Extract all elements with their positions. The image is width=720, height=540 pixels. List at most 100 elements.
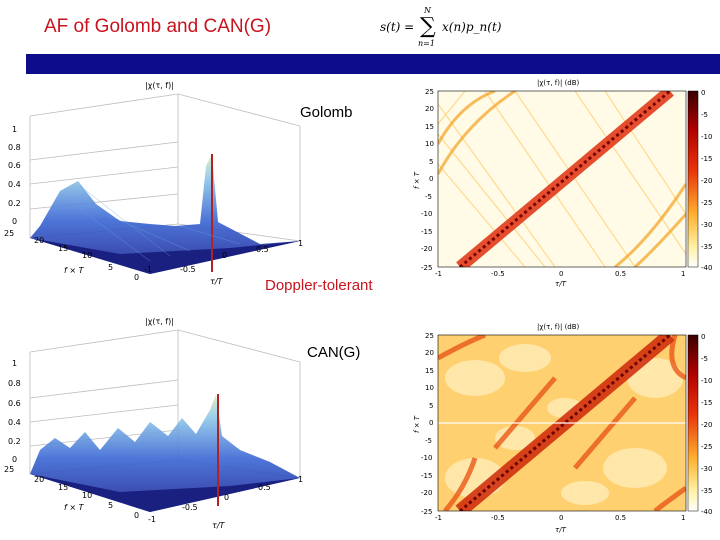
heatmap-fringes xyxy=(438,335,686,511)
z-tick: 0 xyxy=(12,217,17,226)
tau-tick: 0.5 xyxy=(256,245,269,254)
tau-tick: -1 xyxy=(144,265,152,274)
summation-symbol: ∑ xyxy=(420,14,436,39)
f-tick: 20 xyxy=(34,475,44,484)
heatmap-title: |χ(τ, f)| (dB) xyxy=(537,79,580,87)
z-tick: 0.2 xyxy=(8,199,21,208)
y-tick: 5 xyxy=(429,158,433,166)
colorbar-tick: 0 xyxy=(701,333,705,341)
colorbar-tick: -30 xyxy=(701,465,712,473)
x-axis-label: τ/T xyxy=(555,526,567,534)
golomb-label: Golomb xyxy=(300,104,353,121)
formula-sum-upper: N xyxy=(424,6,431,15)
y-tick: -10 xyxy=(421,210,432,218)
f-axis-label: f × T xyxy=(64,503,85,512)
colorbar-tick: -20 xyxy=(701,421,712,429)
tau-tick: 1 xyxy=(298,475,303,484)
can-heatmap-plot: |χ(τ, f)| (dB) 25 20 15 10 5 0 -5 -10 -1… xyxy=(413,323,712,534)
f-tick: 25 xyxy=(4,465,14,474)
colorbar-tick: -35 xyxy=(701,487,712,495)
x-tick: -0.5 xyxy=(491,270,505,278)
surface-title: |χ(τ, f)| xyxy=(145,317,174,326)
golomb-surface-plot: |χ(τ, f)| 1 0.8 0.6 0.4 0.2 0 25 20 15 1… xyxy=(4,81,303,286)
formula-sum-lower: n=1 xyxy=(418,39,435,48)
surface-ridges xyxy=(59,185,241,262)
f-tick: 10 xyxy=(82,251,92,260)
y-tick: -25 xyxy=(421,508,432,516)
colorbar-tick: -10 xyxy=(701,377,712,385)
z-tick: 0.6 xyxy=(8,161,21,170)
title-banner xyxy=(0,54,720,74)
golomb-heatmap-plot: |χ(τ, f)| (dB) 25 20 15 10 5 0 -5 -10 -1… xyxy=(413,79,712,288)
f-axis-label: f × T xyxy=(64,266,85,275)
y-tick: -20 xyxy=(421,245,432,253)
colorbar-tick: -5 xyxy=(701,355,708,363)
colorbar-tick: 0 xyxy=(701,89,705,97)
heatmap-fringes xyxy=(438,91,686,267)
y-tick: 20 xyxy=(425,105,434,113)
y-tick: 15 xyxy=(425,367,434,375)
x-tick: 1 xyxy=(681,270,685,278)
x-tick: 0.5 xyxy=(615,270,626,278)
y-tick: -25 xyxy=(421,264,432,272)
surface-floor xyxy=(30,238,300,274)
colorbar xyxy=(687,90,699,268)
surface-mesh xyxy=(30,394,300,512)
surface-mesh xyxy=(30,154,300,274)
y-tick: 10 xyxy=(425,384,434,392)
signal-formula: s(t) = N ∑ n=1 x(n)p_n(t) xyxy=(380,6,502,50)
z-tick: 0.6 xyxy=(8,399,21,408)
x-tick: 0 xyxy=(559,514,563,522)
colorbar-tick: -10 xyxy=(701,133,712,141)
tau-tick: 0.5 xyxy=(258,483,271,492)
colorbar-tick: -20 xyxy=(701,177,712,185)
can-surface-plot: |χ(τ, f)| 1 0.8 0.6 0.4 0.2 0 25 20 15 1… xyxy=(4,317,303,530)
heatmap-title: |χ(τ, f)| (dB) xyxy=(537,323,580,331)
formula-lhs: s(t) = xyxy=(380,20,415,34)
tau-tick: 0 xyxy=(222,251,227,260)
y-tick: 25 xyxy=(425,332,434,340)
colorbar-tick: -40 xyxy=(701,264,712,272)
doppler-tolerant-label: Doppler-tolerant xyxy=(265,277,373,294)
slide-title: AF of Golomb and CAN(G) xyxy=(44,16,272,37)
f-tick: 15 xyxy=(58,244,68,253)
tau-tick: -0.5 xyxy=(180,265,196,274)
tau-tick: -0.5 xyxy=(182,503,198,512)
y-axis-label: f × T xyxy=(413,415,421,433)
tau-tick: -1 xyxy=(148,515,156,524)
y-tick: 0 xyxy=(429,175,433,183)
f-tick: 25 xyxy=(4,229,14,238)
y-tick: -20 xyxy=(421,489,432,497)
colorbar xyxy=(687,334,699,512)
z-tick: 1 xyxy=(12,359,17,368)
z-tick: 0.4 xyxy=(8,418,21,427)
colorbar-tick: -25 xyxy=(701,199,712,207)
surface-floor xyxy=(30,474,300,512)
x-tick: 1 xyxy=(681,514,685,522)
z-tick: 1 xyxy=(12,125,17,134)
x-tick: -0.5 xyxy=(491,514,505,522)
y-tick: 15 xyxy=(425,123,434,131)
y-tick: -5 xyxy=(425,437,432,445)
tau-tick: 1 xyxy=(298,239,303,248)
x-axis-label: τ/T xyxy=(555,280,567,288)
y-tick: -10 xyxy=(421,454,432,462)
y-tick: 0 xyxy=(429,419,433,427)
colorbar-tick: -5 xyxy=(701,111,708,119)
z-tick: 0.8 xyxy=(8,143,21,152)
can-label: CAN(G) xyxy=(307,344,361,361)
tau-axis-label: τ/T xyxy=(212,521,226,530)
colorbar-tick: -40 xyxy=(701,508,712,516)
f-tick: 10 xyxy=(82,491,92,500)
z-tick: 0.2 xyxy=(8,437,21,446)
z-tick: 0 xyxy=(12,455,17,464)
f-tick: 20 xyxy=(34,236,44,245)
y-tick: -5 xyxy=(425,193,432,201)
colorbar-tick: -15 xyxy=(701,155,712,163)
f-tick: 5 xyxy=(108,501,113,510)
y-tick: -15 xyxy=(421,472,432,480)
tau-tick: 0 xyxy=(224,493,229,502)
f-tick: 15 xyxy=(58,483,68,492)
y-tick: 20 xyxy=(425,349,434,357)
y-tick: -15 xyxy=(421,228,432,236)
